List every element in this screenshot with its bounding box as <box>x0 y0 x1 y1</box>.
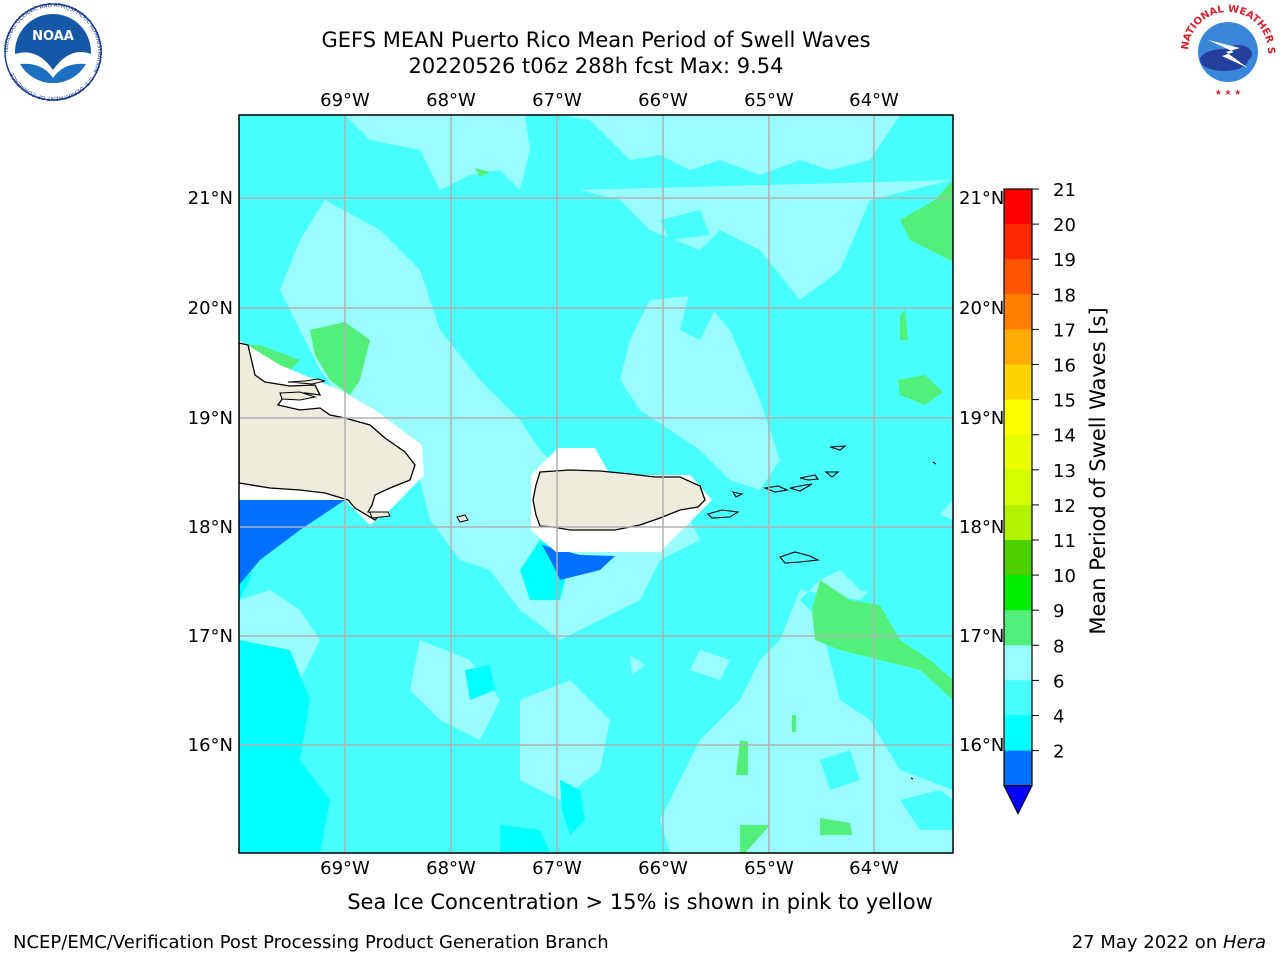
lon-label: 68°W <box>426 90 476 111</box>
colorbar-frame <box>1003 188 1033 787</box>
lat-labels-left: 21°N 20°N 19°N 18°N 17°N 16°N <box>188 188 233 756</box>
ocean-band-2-4 <box>239 500 615 585</box>
nws-logo: NATIONAL WEATHER SERVICE ★ ★ ★ <box>1178 2 1276 98</box>
hispaniola-land <box>239 342 416 521</box>
colorbar-tick-label: 8 <box>1053 636 1064 657</box>
map-frame <box>238 114 954 854</box>
map-subtitle: 20220526 t06z 288h fcst Max: 9.54 <box>408 54 784 78</box>
lon-labels-top: 69°W 68°W 67°W 66°W 65°W 64°W <box>320 90 899 111</box>
map-plot-area <box>239 115 953 853</box>
colorbar-segment <box>1004 575 1032 611</box>
footer-date-text: 27 May 2022 on <box>1071 932 1223 953</box>
colorbar-tick-label: 12 <box>1053 496 1076 517</box>
colorbar-segment <box>1004 364 1032 401</box>
colorbar-tick-label: 6 <box>1053 671 1064 692</box>
colorbar-tick-label: 17 <box>1053 320 1076 341</box>
mona-island <box>456 514 469 523</box>
colorbar-tick-label: 9 <box>1053 601 1064 622</box>
footer-credit: NCEP/EMC/Verification Post Processing Pr… <box>13 932 609 953</box>
lat-label: 21°N <box>959 188 1004 209</box>
colorbar-segment <box>1004 610 1032 646</box>
ocean-band-6-8-patches <box>660 210 953 830</box>
colorbar-tick-label: 19 <box>1053 250 1076 271</box>
lon-label: 66°W <box>638 858 688 879</box>
footer-host: Hera <box>1222 932 1266 953</box>
lat-label: 16°N <box>188 735 233 756</box>
lat-label: 21°N <box>188 188 233 209</box>
graticule <box>239 115 953 853</box>
colorbar-tick-label: 21 <box>1053 180 1076 201</box>
colorbar-segment <box>1004 399 1032 436</box>
lat-label: 17°N <box>188 626 233 647</box>
colorbar-extend-arrow <box>1003 785 1033 815</box>
lat-label: 19°N <box>188 408 233 429</box>
lon-label: 69°W <box>320 858 370 879</box>
caption: Sea Ice Concentration > 15% is shown in … <box>347 890 933 914</box>
svg-text:★ ★ ★: ★ ★ ★ <box>1215 88 1242 97</box>
footer-date: 27 May 2022 on Hera <box>1072 932 1266 953</box>
lon-label: 65°W <box>744 858 794 879</box>
lon-label: 67°W <box>532 90 582 111</box>
virgin-islands <box>706 445 937 780</box>
colorbar-tick-label: 10 <box>1053 566 1076 587</box>
puerto-rico-land <box>532 469 706 531</box>
colorbar-segment <box>1004 645 1032 681</box>
lat-label: 17°N <box>959 626 1004 647</box>
colorbar-segment <box>1004 540 1032 576</box>
saona-island <box>369 511 391 519</box>
lon-label: 69°W <box>320 90 370 111</box>
colorbar-tick-label: 20 <box>1053 215 1076 236</box>
lat-label: 18°N <box>188 517 233 538</box>
colorbar-segment <box>1004 294 1032 330</box>
colorbar-segment <box>1004 259 1032 295</box>
lat-label: 19°N <box>959 408 1004 429</box>
noaa-logo-text: NOAA <box>32 29 74 44</box>
lat-labels-right: 21°N 20°N 19°N 18°N 17°N 16°N <box>959 188 1004 756</box>
lon-label: 65°W <box>744 90 794 111</box>
colorbar-tick-label: 2 <box>1053 742 1064 763</box>
colorbar-tick-label: 13 <box>1053 461 1076 482</box>
colorbar-segment <box>1004 434 1032 471</box>
lon-label: 68°W <box>426 858 476 879</box>
lon-labels-bottom: 69°W 68°W 67°W 66°W 65°W 64°W <box>320 858 899 879</box>
lat-label: 20°N <box>959 298 1004 319</box>
colorbar-tick-label: 18 <box>1053 285 1076 306</box>
lon-label: 66°W <box>638 90 688 111</box>
colorbar-segment <box>1004 189 1032 225</box>
lon-label: 64°W <box>849 90 899 111</box>
colorbar: 21 20 19 18 17 16 15 14 13 12 11 10 9 8 6 4 2 <box>1003 180 1076 815</box>
colorbar-segment <box>1004 224 1032 260</box>
colorbar-tick-label: 15 <box>1053 391 1076 412</box>
colorbar-tick-label: 11 <box>1053 531 1076 552</box>
lon-label: 67°W <box>532 858 582 879</box>
map-title: GEFS MEAN Puerto Rico Mean Period of Swe… <box>321 28 871 52</box>
lon-label: 64°W <box>849 858 899 879</box>
colorbar-segment <box>1004 469 1032 506</box>
noaa-logo: NATIONAL OCEANIC AND ATMOSPHERIC ADMINIS… <box>4 3 102 101</box>
lat-label: 18°N <box>959 517 1004 538</box>
colorbar-label: Mean Period of Swell Waves [s] <box>1086 307 1110 634</box>
colorbar-segment <box>1004 329 1032 365</box>
colorbar-segment <box>1004 715 1032 752</box>
gonave-island <box>279 391 318 401</box>
colorbar-tick-label: 16 <box>1053 356 1076 377</box>
colorbar-segment <box>1004 504 1032 541</box>
lat-label: 16°N <box>959 735 1004 756</box>
lat-label: 20°N <box>188 298 233 319</box>
colorbar-segment <box>1004 680 1032 716</box>
colorbar-tick-label: 4 <box>1053 707 1064 728</box>
tortuga-island <box>287 378 326 385</box>
colorbar-tick-label: 14 <box>1053 426 1076 447</box>
colorbar-segment <box>1004 750 1032 787</box>
